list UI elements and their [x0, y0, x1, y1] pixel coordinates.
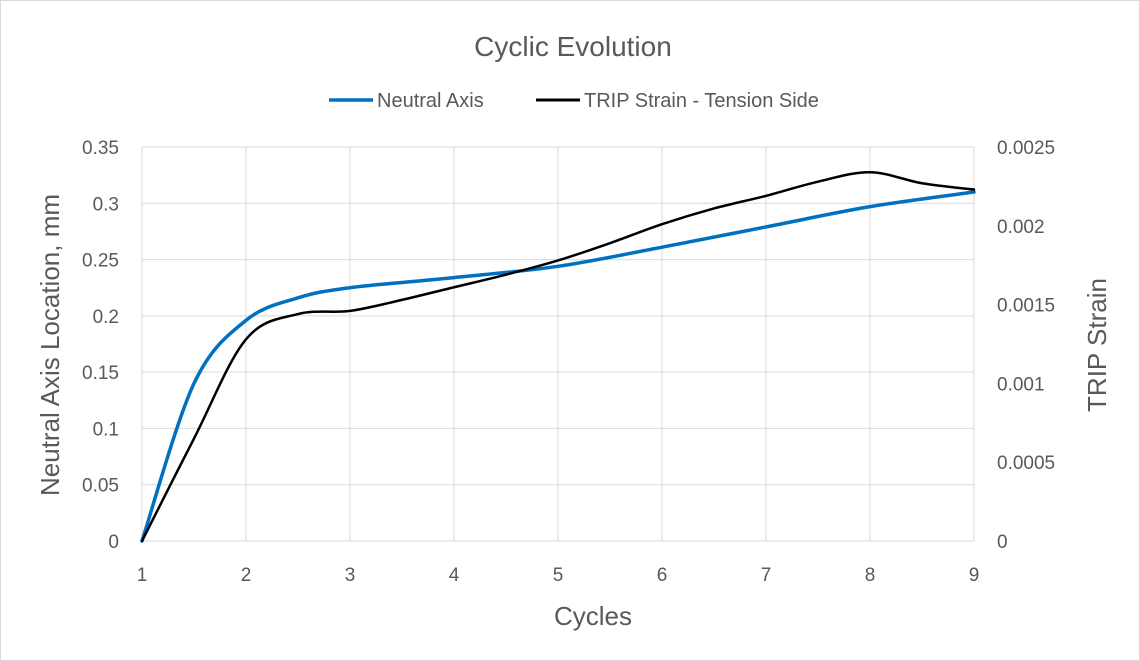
- series-line-neutral-axis: [140, 190, 976, 543]
- y2-axis-title: TRIP Strain: [1082, 278, 1112, 412]
- y-tick-label: 0.3: [93, 194, 119, 215]
- x-tick-label: 6: [657, 565, 668, 586]
- x-tick-label: 8: [865, 565, 876, 586]
- y2-axis-ticks: 0 0.0005 0.001 0.0015 0.002 0.0025: [997, 138, 1055, 553]
- x-tick-label: 2: [241, 565, 252, 586]
- x-tick-label: 4: [449, 565, 460, 586]
- chart-title: Cyclic Evolution: [474, 31, 672, 62]
- y2-tick-label: 0.0005: [997, 453, 1055, 474]
- x-tick-label: 7: [761, 565, 772, 586]
- y-tick-label: 0.25: [82, 251, 119, 272]
- y-axis-ticks: 0 0.05 0.1 0.15 0.2 0.25 0.3 0.35: [82, 138, 119, 553]
- y-tick-label: 0.15: [82, 363, 119, 384]
- y2-tick-label: 0.001: [997, 374, 1045, 395]
- y-tick-label: 0.2: [93, 307, 119, 328]
- x-tick-label: 1: [137, 565, 148, 586]
- gridlines: [141, 146, 975, 542]
- y2-tick-label: 0.0025: [997, 138, 1055, 159]
- x-tick-label: 3: [345, 565, 356, 586]
- y-tick-label: 0: [108, 532, 119, 553]
- series-layer: [140, 170, 976, 543]
- x-tick-label: 5: [553, 565, 564, 586]
- y2-tick-label: 0.002: [997, 217, 1045, 238]
- y-axis-title: Neutral Axis Location, mm: [35, 194, 65, 496]
- x-axis-title: Cycles: [554, 601, 632, 631]
- legend-label-neutral-axis: Neutral Axis: [377, 90, 484, 112]
- series-line-trip-strain: [140, 170, 976, 543]
- legend-label-trip-strain: TRIP Strain - Tension Side: [584, 90, 819, 112]
- legend: Neutral Axis TRIP Strain - Tension Side: [329, 90, 819, 112]
- y2-tick-label: 0: [997, 532, 1008, 553]
- x-tick-label: 9: [969, 565, 980, 586]
- x-axis-ticks: 1 2 3 4 5 6 7 8 9: [137, 565, 980, 586]
- y2-tick-label: 0.0015: [997, 296, 1055, 317]
- y-tick-label: 0.05: [82, 476, 119, 497]
- y-tick-label: 0.1: [93, 419, 119, 440]
- y-tick-label: 0.35: [82, 138, 119, 159]
